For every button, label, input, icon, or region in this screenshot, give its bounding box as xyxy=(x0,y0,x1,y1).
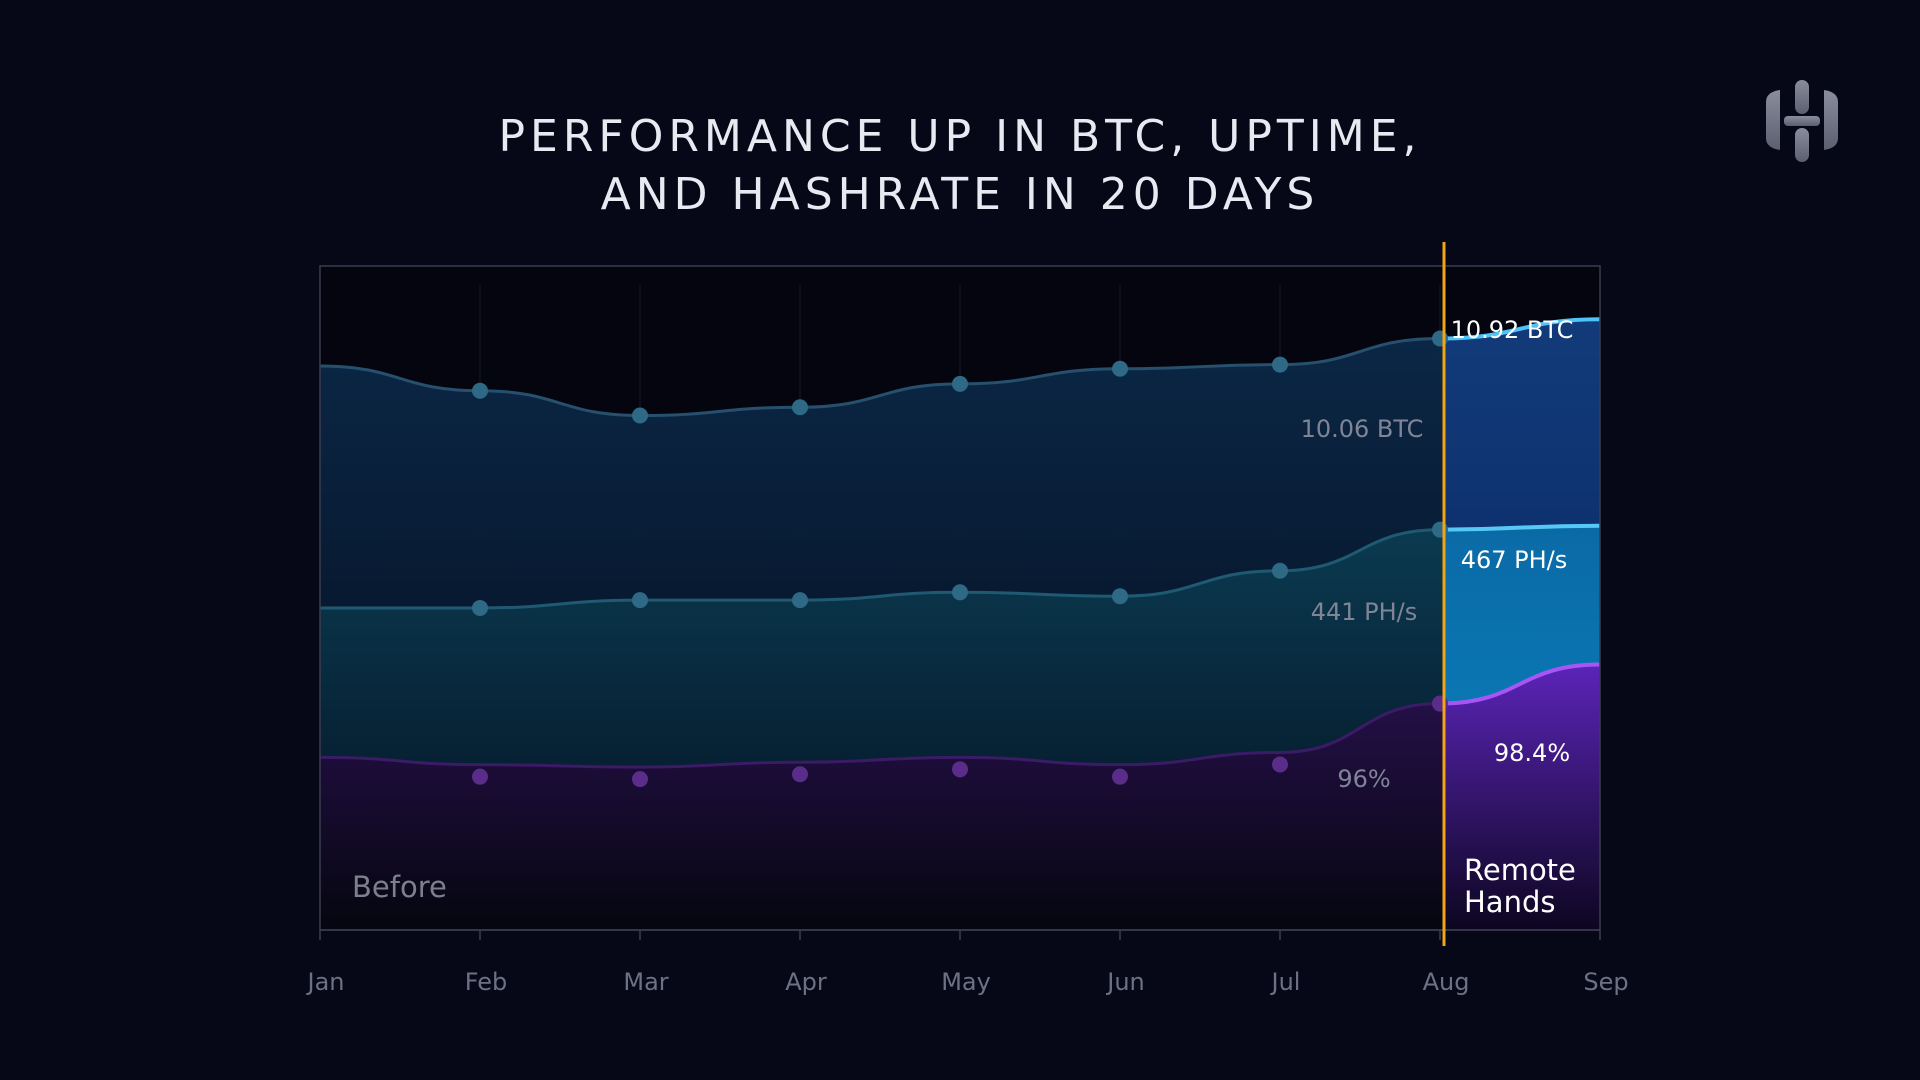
remote-hands-label-line-1: Remote xyxy=(1464,853,1576,887)
hashrate-after-label: 467 PH/s xyxy=(1461,546,1568,574)
uptime-series-after xyxy=(1444,662,1600,930)
x-tick-labels: Jan Feb Mar Apr May Jun Jul Aug Sep xyxy=(306,930,1629,996)
x-tick-label-apr: Apr xyxy=(785,968,827,996)
btc-point-feb xyxy=(472,382,488,399)
btc-point-mar xyxy=(632,407,648,424)
hashrate-point-jul xyxy=(1272,562,1288,579)
hashrate-before-label: 441 PH/s xyxy=(1311,598,1418,626)
uptime-area-after xyxy=(1444,664,1600,930)
btc-point-aug xyxy=(1432,330,1448,347)
x-tick-label-sep: Sep xyxy=(1583,968,1628,996)
btc-point-apr xyxy=(792,399,808,416)
area-layer xyxy=(320,317,1600,930)
x-tick-label-jul: Jul xyxy=(1270,968,1301,996)
btc-before-label: 10.06 BTC xyxy=(1301,415,1424,443)
btc-after-label: 10.92 BTC xyxy=(1451,316,1574,344)
uptime-area-before xyxy=(320,703,1444,930)
uptime-before-label: 96% xyxy=(1337,765,1390,793)
uptime-point-feb xyxy=(472,768,488,785)
title-line-1: PERFORMANCE UP IN BTC, UPTIME, xyxy=(498,111,1422,162)
uptime-point-jul xyxy=(1272,756,1288,773)
btc-point-jun xyxy=(1112,360,1128,377)
title-line-2: AND HASHRATE IN 20 DAYS xyxy=(600,169,1320,220)
uptime-point-may xyxy=(952,761,968,778)
hashrate-point-mar xyxy=(632,592,648,609)
uptime-point-apr xyxy=(792,766,808,783)
hashrate-line-before xyxy=(320,528,1444,610)
uptime-line-before xyxy=(320,701,1444,769)
uptime-point-mar xyxy=(632,771,648,788)
hashrate-point-may xyxy=(952,584,968,601)
btc-point-jul xyxy=(1272,356,1288,373)
hashrate-point-apr xyxy=(792,592,808,609)
x-tick-label-jan: Jan xyxy=(306,968,345,996)
uptime-point-jun xyxy=(1112,768,1128,785)
brand-logo-icon xyxy=(1766,80,1838,162)
hashrate-point-aug xyxy=(1432,521,1448,538)
before-period-label: Before xyxy=(352,870,447,904)
x-tick-label-jun: Jun xyxy=(1105,968,1145,996)
btc-point-may xyxy=(952,375,968,392)
x-tick-label-mar: Mar xyxy=(623,968,668,996)
uptime-series-before xyxy=(320,701,1444,930)
uptime-after-label: 98.4% xyxy=(1494,739,1570,767)
hashrate-point-jun xyxy=(1112,588,1128,605)
remote-hands-label-line-2: Hands xyxy=(1464,885,1555,919)
x-tick-label-may: May xyxy=(941,968,991,996)
uptime-point-aug xyxy=(1432,695,1448,712)
chart-title: PERFORMANCE UP IN BTC, UPTIME, AND HASHR… xyxy=(0,108,1920,224)
hashrate-point-feb xyxy=(472,599,488,616)
x-tick-label-feb: Feb xyxy=(465,968,508,996)
x-tick-label-aug: Aug xyxy=(1423,968,1470,996)
